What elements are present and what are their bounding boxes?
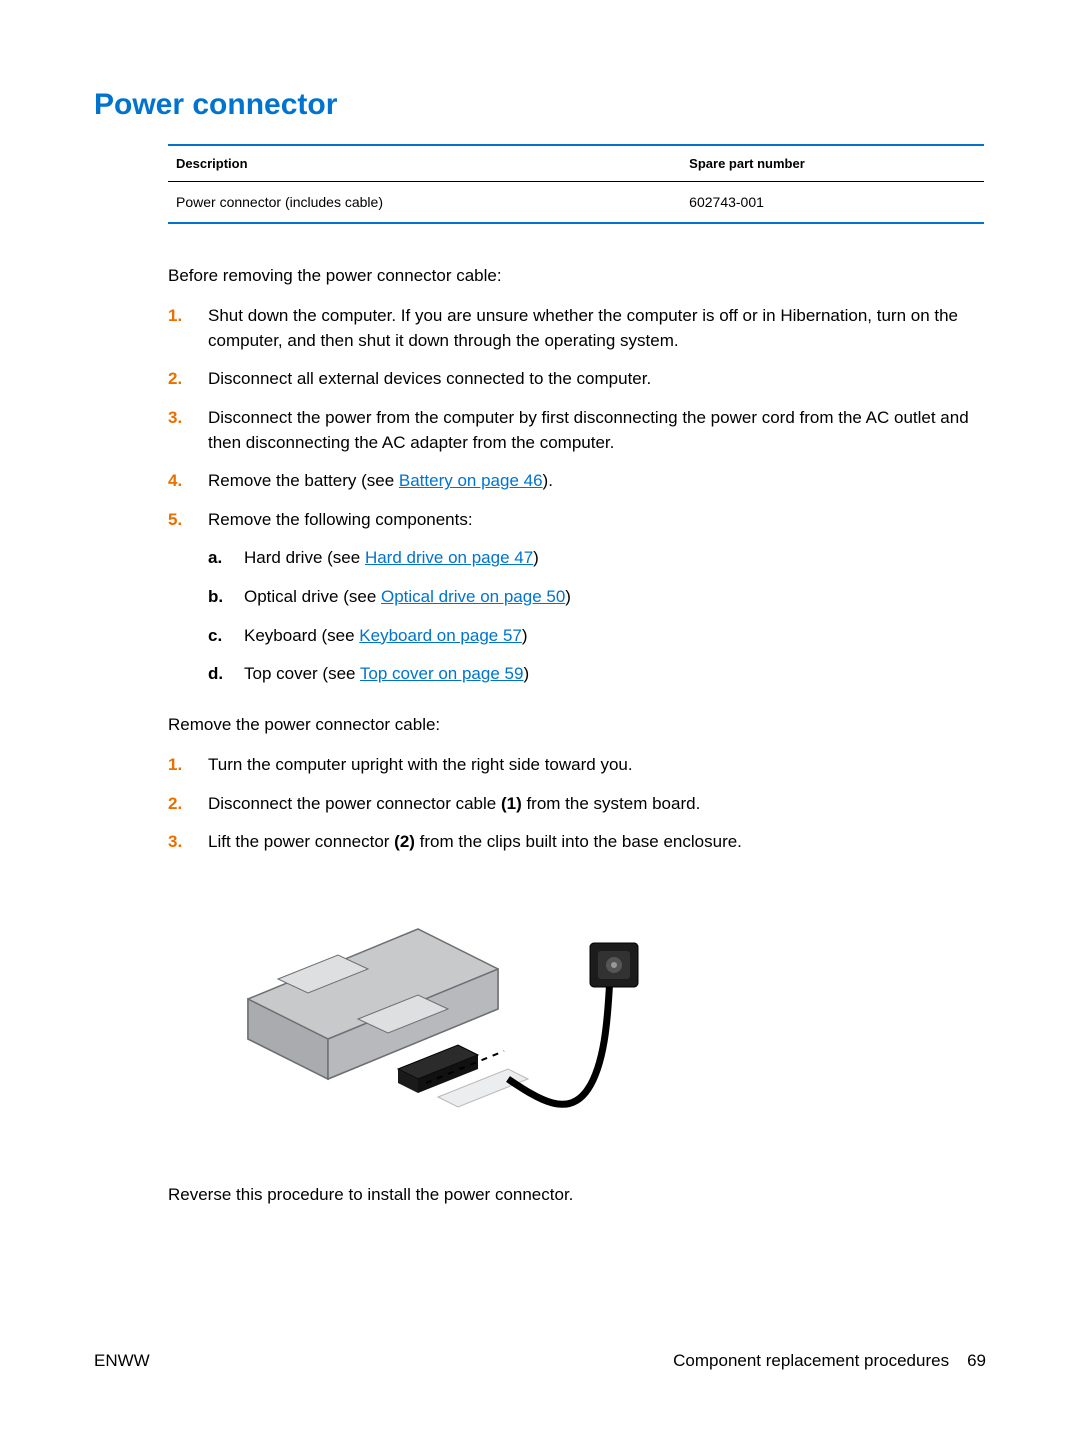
sub-text: Top cover (see Top cover on page 59) <box>244 662 529 687</box>
intro-text: Before removing the power connector cabl… <box>168 266 986 286</box>
list-item: 5. Remove the following components: a. H… <box>168 508 986 701</box>
sub-text: Optical drive (see Optical drive on page… <box>244 585 571 610</box>
removal-steps-list: 1. Turn the computer upright with the ri… <box>168 753 986 855</box>
power-connector-diagram-icon <box>208 869 668 1159</box>
xref-link-hard-drive[interactable]: Hard drive on page 47 <box>365 548 533 567</box>
page-footer: ENWW Component replacement procedures 69 <box>94 1351 986 1371</box>
list-item: a. Hard drive (see Hard drive on page 47… <box>208 546 986 571</box>
step-number: 1. <box>168 304 190 353</box>
list-item: 1. Turn the computer upright with the ri… <box>168 753 986 778</box>
footer-left: ENWW <box>94 1351 150 1371</box>
step-text: Disconnect the power connector cable (1)… <box>208 792 700 817</box>
sub-letter: d. <box>208 662 230 687</box>
step-number: 4. <box>168 469 190 494</box>
table-row: Power connector (includes cable) 602743-… <box>168 182 984 224</box>
components-sublist: a. Hard drive (see Hard drive on page 47… <box>208 546 986 687</box>
step-text: Turn the computer upright with the right… <box>208 753 633 778</box>
sub-text: Hard drive (see Hard drive on page 47) <box>244 546 539 571</box>
xref-link-keyboard[interactable]: Keyboard on page 57 <box>359 626 522 645</box>
list-item: 2. Disconnect all external devices conne… <box>168 367 986 392</box>
step-number: 5. <box>168 508 190 701</box>
step-text-post: ). <box>543 471 553 490</box>
xref-link-top-cover[interactable]: Top cover on page 59 <box>360 664 524 683</box>
cell-spare-part-number: 602743-001 <box>681 182 984 224</box>
list-item: 2. Disconnect the power connector cable … <box>168 792 986 817</box>
sub-letter: b. <box>208 585 230 610</box>
table-header-row: Description Spare part number <box>168 145 984 182</box>
step-number: 3. <box>168 830 190 855</box>
step-text: Disconnect all external devices connecte… <box>208 367 651 392</box>
list-item: 4. Remove the battery (see Battery on pa… <box>168 469 986 494</box>
step-text: Shut down the computer. If you are unsur… <box>208 304 986 353</box>
xref-link-battery[interactable]: Battery on page 46 <box>399 471 543 490</box>
footer-page-number: 69 <box>967 1351 986 1371</box>
footer-section: Component replacement procedures <box>673 1351 949 1371</box>
sub-letter: c. <box>208 624 230 649</box>
list-item: c. Keyboard (see Keyboard on page 57) <box>208 624 986 649</box>
callout-bold: (2) <box>394 832 415 851</box>
xref-link-optical-drive[interactable]: Optical drive on page 50 <box>381 587 565 606</box>
list-item: 1. Shut down the computer. If you are un… <box>168 304 986 353</box>
diagram-figure <box>208 869 668 1159</box>
list-item: 3. Lift the power connector (2) from the… <box>168 830 986 855</box>
cell-description: Power connector (includes cable) <box>168 182 681 224</box>
step-number: 3. <box>168 406 190 455</box>
callout-bold: (1) <box>501 794 522 813</box>
col-description: Description <box>168 145 681 182</box>
step-text-pre: Remove the battery (see <box>208 471 399 490</box>
sub-letter: a. <box>208 546 230 571</box>
step-number: 2. <box>168 792 190 817</box>
removal-intro-text: Remove the power connector cable: <box>168 715 986 735</box>
step-text: Lift the power connector (2) from the cl… <box>208 830 742 855</box>
step-text: Remove the following components: <box>208 510 473 529</box>
step-text: Remove the battery (see Battery on page … <box>208 469 553 494</box>
list-item: b. Optical drive (see Optical drive on p… <box>208 585 986 610</box>
sub-text: Keyboard (see Keyboard on page 57) <box>244 624 528 649</box>
list-item: d. Top cover (see Top cover on page 59) <box>208 662 986 687</box>
closing-text: Reverse this procedure to install the po… <box>168 1185 986 1205</box>
spare-parts-table: Description Spare part number Power conn… <box>168 144 984 224</box>
step-text: Disconnect the power from the computer b… <box>208 406 986 455</box>
step-number: 2. <box>168 367 190 392</box>
document-page: Power connector Description Spare part n… <box>0 0 1080 1437</box>
step-number: 1. <box>168 753 190 778</box>
list-item: 3. Disconnect the power from the compute… <box>168 406 986 455</box>
prerequisite-steps-list: 1. Shut down the computer. If you are un… <box>168 304 986 701</box>
section-heading: Power connector <box>94 88 986 122</box>
col-spare-part-number: Spare part number <box>681 145 984 182</box>
